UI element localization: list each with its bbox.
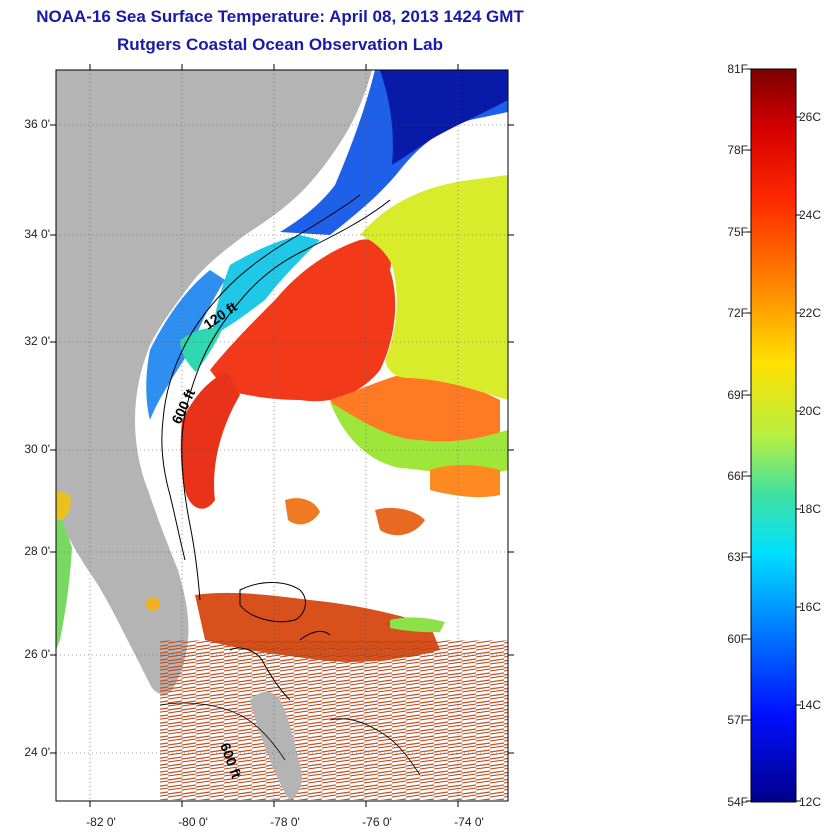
lon-label-74: -74 0' [454, 815, 484, 829]
map-tick-marks [50, 64, 514, 807]
lat-label-32: 32 0' [24, 334, 50, 348]
colorbar [750, 68, 797, 803]
andros-island [239, 582, 306, 623]
lat-label-30: 30 0' [24, 442, 50, 456]
offshore-orange-patch-3 [375, 508, 425, 536]
colorbar-label-20c: 20C [799, 404, 822, 418]
gulf-west-florida-water [56, 490, 71, 520]
lat-label-34: 34 0' [24, 227, 50, 241]
gulf-coastal-water [56, 505, 72, 650]
colorbar-label-12c: 12C [799, 795, 822, 809]
colorbar-label-57f: 57F [727, 713, 748, 727]
lake-okeechobee [146, 597, 160, 611]
lon-label-82: -82 0' [86, 815, 116, 829]
colorbar-label-81f: 81F [727, 62, 748, 76]
southern-banks-outline [159, 702, 421, 776]
offshore-orange-patch-2 [285, 498, 320, 525]
lat-label-24: 24 0' [24, 745, 50, 759]
colorbar-label-69f: 69F [727, 388, 748, 402]
map-subtitle: Rutgers Coastal Ocean Observation Lab [117, 35, 443, 54]
shelf-deep-blue-water [380, 70, 508, 165]
colorbar-label-24c: 24C [799, 208, 822, 222]
colorbar-label-14c: 14C [799, 698, 822, 712]
colorbar-label-18c: 18C [799, 502, 822, 516]
lon-label-78: -78 0' [270, 815, 300, 829]
colorbar-label-78f: 78F [727, 143, 748, 157]
offshore-yellow-green-water [360, 175, 508, 400]
colorbar-label-66f: 66F [727, 469, 748, 483]
cuba-land [250, 691, 302, 800]
colorbar-label-26c: 26C [799, 110, 822, 124]
sst-map-area [56, 70, 508, 801]
offshore-green-patch [330, 402, 508, 475]
map-frame [55, 69, 509, 802]
colorbar-label-60f: 60F [727, 632, 748, 646]
colorbar-label-75f: 75F [727, 225, 748, 239]
gulf-stream-southern-extension [180, 372, 240, 509]
map-gridlines [56, 70, 508, 801]
lat-label-28: 28 0' [24, 544, 50, 558]
offshore-green-patch-2 [390, 617, 445, 633]
map-title: NOAA-16 Sea Surface Temperature: April 0… [36, 7, 524, 26]
contour-120ft [161, 194, 361, 561]
lon-label-76: -76 0' [362, 815, 392, 829]
colorbar-label-54f: 54F [727, 795, 748, 809]
grand-bahama-bank-outline [229, 630, 331, 701]
lat-label-26: 26 0' [24, 647, 50, 661]
contour-600ft [181, 199, 391, 601]
colorbar-ticks [746, 68, 801, 802]
striped-swath-south [160, 640, 508, 800]
colorbar-label-63f: 63F [727, 550, 748, 564]
colorbar-label-16c: 16C [799, 600, 822, 614]
lon-label-80: -80 0' [178, 815, 208, 829]
land-southeast-us [56, 70, 372, 695]
colorbar-label-22c: 22C [799, 306, 822, 320]
offshore-orange-patch-1 [430, 465, 500, 498]
colorbar-label-72f: 72F [727, 306, 748, 320]
inner-shelf-teal-water [180, 328, 222, 372]
shelf-cyan-water [212, 235, 320, 335]
lat-label-36: 36 0' [24, 117, 50, 131]
gulf-stream-warm-water [210, 239, 396, 402]
